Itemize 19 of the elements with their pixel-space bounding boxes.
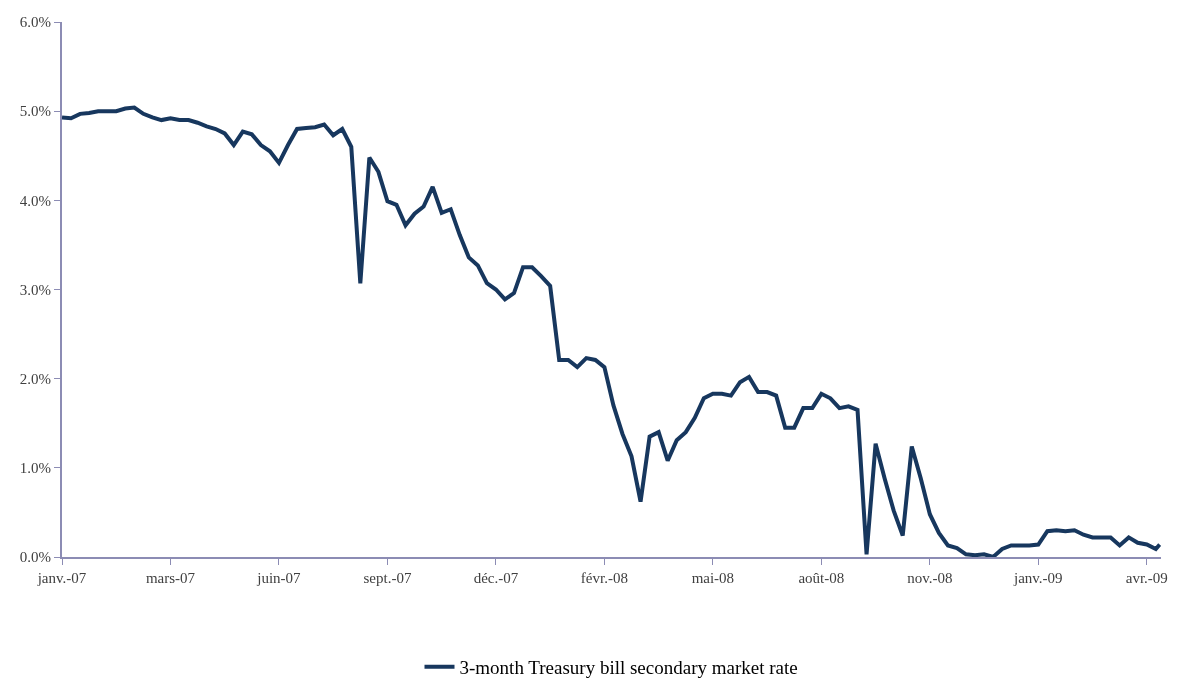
x-tick-label: févr.-08 (580, 570, 628, 586)
x-tick-label: janv.-07 (36, 570, 87, 586)
y-tick-label: 6.0% (19, 14, 51, 31)
y-tick-label: 3.0% (19, 281, 51, 298)
y-tick-label: 0.0% (19, 549, 51, 566)
x-tick-label: mai-08 (691, 570, 735, 586)
y-tick-label: 5.0% (19, 103, 51, 120)
x-tick-label: sept.-07 (363, 570, 412, 586)
x-tick-label: juin-07 (256, 570, 302, 586)
legend-label: 3-month Treasury bill secondary market rate (459, 657, 798, 679)
x-tick-label: janv.-09 (1013, 570, 1063, 586)
y-tick-label: 2.0% (19, 370, 51, 387)
y-tick-label: 4.0% (19, 192, 51, 209)
y-tick-label: 1.0% (19, 460, 51, 477)
x-tick-label: août-08 (798, 570, 845, 586)
x-tick-label: avr.-09 (1125, 570, 1168, 586)
x-tick-label: déc.-07 (473, 570, 519, 586)
x-tick-label: nov.-08 (907, 570, 953, 586)
x-tick-label: mars-07 (145, 570, 196, 586)
